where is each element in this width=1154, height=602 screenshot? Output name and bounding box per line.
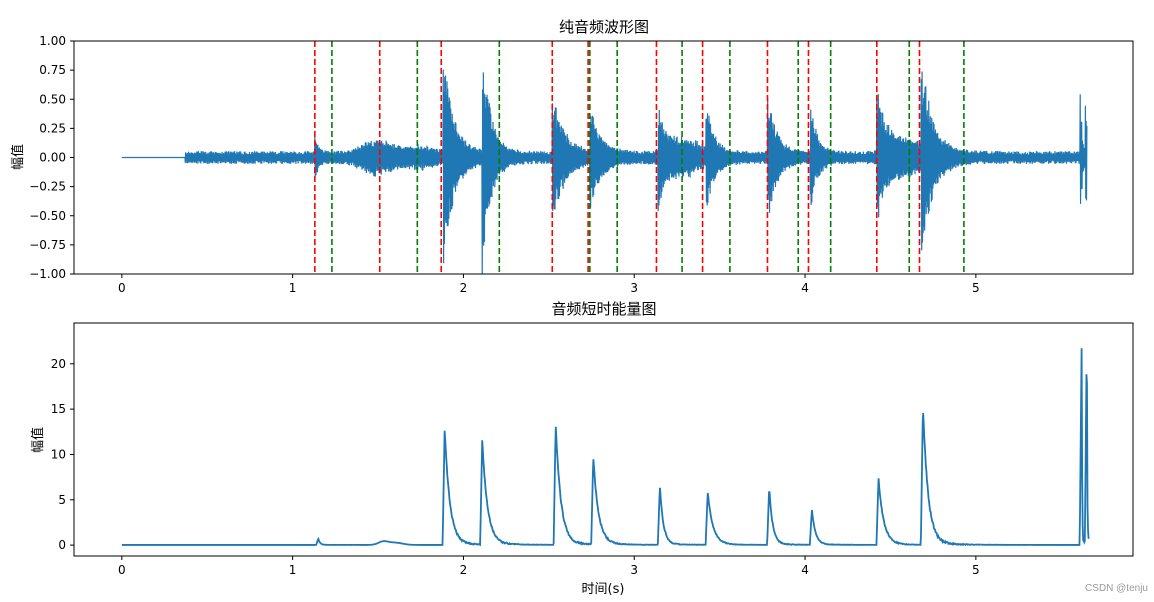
- energy-axes-frame: [73, 322, 1134, 557]
- y-tick-label: −0.75: [29, 238, 66, 252]
- y-tick-label: −0.50: [29, 209, 66, 223]
- x-tick-label: 0: [118, 563, 126, 577]
- watermark: CSDN @tenju: [1085, 583, 1148, 594]
- x-tick-label: 1: [289, 563, 297, 577]
- y-tick-label: 0.25: [39, 121, 66, 135]
- y-tick-label: 0.75: [39, 63, 66, 77]
- y-tick-label: 15: [51, 402, 66, 416]
- x-tick-label: 5: [972, 281, 980, 295]
- y-tick-label: 0.50: [39, 92, 66, 106]
- energy-ticks: 0 1 2 3 4 5 0 5 10 15 20: [51, 357, 980, 577]
- x-tick-label: 3: [630, 563, 638, 577]
- waveform-panel: 纯音频波形图 幅值 0 1 2 3 4 5 −1.00 −0.75 −0.50 −0.25 0.00…: [10, 18, 1134, 295]
- energy-plot-area: [121, 348, 1090, 547]
- y-tick-label: 0: [58, 538, 66, 552]
- waveform-plot-area: [121, 41, 1088, 274]
- waveform-line: [121, 69, 1088, 274]
- x-tick-label: 4: [801, 281, 809, 295]
- x-tick-label: 5: [972, 563, 980, 577]
- energy-panel: 音频短时能量图 幅值 时间(s) 0 1 2 3 4 5 0 5 10 15 20: [30, 300, 1134, 597]
- y-tick-label: −0.25: [29, 180, 66, 194]
- y-tick-label: 0.00: [39, 151, 66, 165]
- energy-ylabel: 幅值: [30, 427, 46, 453]
- energy-title: 音频短时能量图: [551, 300, 656, 318]
- x-tick-label: 3: [630, 281, 638, 295]
- energy-xlabel: 时间(s): [582, 582, 625, 597]
- y-tick-label: 20: [51, 357, 66, 371]
- x-tick-label: 4: [801, 563, 809, 577]
- waveform-ticks: 0 1 2 3 4 5 −1.00 −0.75 −0.50 −0.25 0.00 0.25 0.50 0.…: [29, 34, 979, 295]
- waveform-ylabel: 幅值: [10, 144, 26, 170]
- x-tick-label: 1: [289, 281, 297, 295]
- waveform-title: 纯音频波形图: [559, 18, 649, 36]
- y-tick-label: −1.00: [29, 267, 66, 281]
- y-tick-label: 1.00: [39, 34, 66, 48]
- y-tick-label: 10: [51, 447, 66, 461]
- x-tick-label: 2: [460, 281, 468, 295]
- y-tick-label: 5: [58, 493, 66, 507]
- energy-line: [121, 348, 1090, 547]
- x-tick-label: 2: [460, 563, 468, 577]
- x-tick-label: 0: [118, 281, 126, 295]
